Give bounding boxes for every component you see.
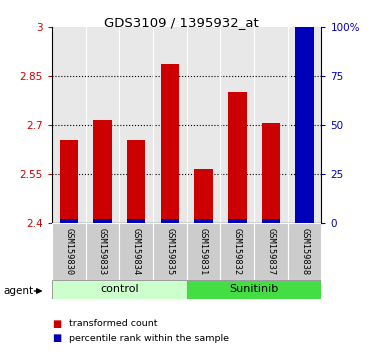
Bar bbox=[254, 223, 288, 280]
Bar bbox=[60, 219, 78, 223]
Bar bbox=[262, 123, 280, 223]
Text: ■: ■ bbox=[52, 319, 61, 329]
Text: GSM159838: GSM159838 bbox=[300, 228, 309, 275]
Bar bbox=[288, 223, 321, 280]
Bar bbox=[85, 223, 119, 280]
Bar bbox=[93, 219, 112, 223]
Bar bbox=[52, 223, 85, 280]
Bar bbox=[60, 139, 78, 223]
Text: GSM159835: GSM159835 bbox=[166, 228, 174, 275]
Bar bbox=[295, 27, 314, 223]
Text: GDS3109 / 1395932_at: GDS3109 / 1395932_at bbox=[104, 16, 258, 29]
Bar bbox=[194, 169, 213, 223]
Bar bbox=[262, 219, 280, 223]
Bar bbox=[127, 219, 146, 223]
Bar bbox=[187, 280, 321, 299]
Text: GSM159830: GSM159830 bbox=[64, 228, 73, 275]
Text: Sunitinib: Sunitinib bbox=[229, 284, 279, 295]
Text: ■: ■ bbox=[52, 333, 61, 343]
Text: GSM159833: GSM159833 bbox=[98, 228, 107, 275]
Bar bbox=[161, 219, 179, 223]
Text: control: control bbox=[100, 284, 139, 295]
Text: agent: agent bbox=[4, 286, 34, 296]
Bar bbox=[127, 139, 146, 223]
Bar bbox=[228, 219, 246, 223]
Text: GSM159832: GSM159832 bbox=[233, 228, 242, 275]
Text: GSM159831: GSM159831 bbox=[199, 228, 208, 275]
Bar bbox=[52, 280, 187, 299]
Text: GSM159837: GSM159837 bbox=[266, 228, 275, 275]
Bar bbox=[187, 223, 220, 280]
Text: GSM159834: GSM159834 bbox=[132, 228, 141, 275]
Bar bbox=[228, 92, 246, 223]
Bar bbox=[194, 219, 213, 223]
Text: percentile rank within the sample: percentile rank within the sample bbox=[69, 333, 229, 343]
Bar bbox=[295, 28, 314, 223]
Text: transformed count: transformed count bbox=[69, 319, 158, 329]
Bar bbox=[161, 64, 179, 223]
Bar bbox=[153, 223, 187, 280]
Bar bbox=[119, 223, 153, 280]
Bar bbox=[93, 120, 112, 223]
Bar bbox=[220, 223, 254, 280]
